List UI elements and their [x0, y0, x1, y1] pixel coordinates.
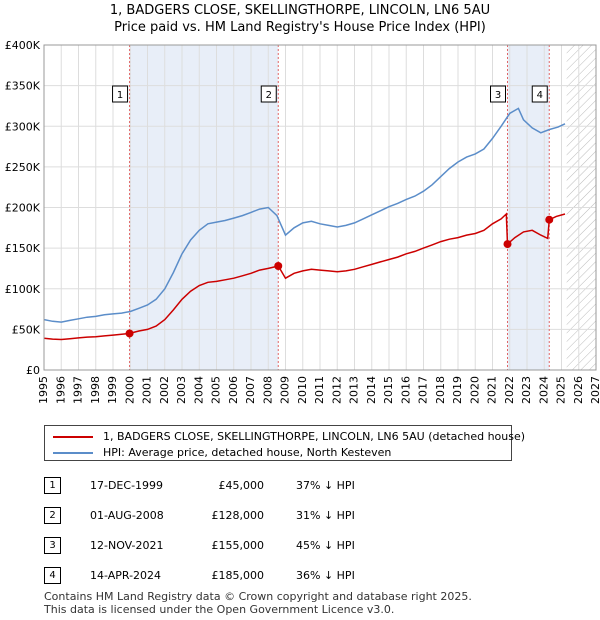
- x-tick-label: 2004: [192, 376, 205, 404]
- y-tick-label: £300K: [5, 120, 41, 133]
- sale-date: 14-APR-2024: [90, 569, 162, 582]
- x-tick-label: 2023: [520, 376, 533, 404]
- sale-number-badge: 2: [44, 507, 61, 524]
- plot-border: [43, 44, 597, 371]
- x-tick-label: 2010: [296, 376, 309, 404]
- sale-point: [503, 240, 512, 249]
- sale-marker-label: 2: [266, 90, 272, 101]
- y-tick-label: £100K: [5, 283, 41, 296]
- y-tick-label: £350K: [5, 80, 41, 93]
- y-tick-label: £0: [26, 364, 40, 377]
- x-tick-label: 2019: [451, 376, 464, 404]
- x-tick-label: 2018: [434, 376, 447, 404]
- x-tick-label: 2021: [486, 376, 499, 404]
- sale-row: 4 14-APR-2024 £185,000 36% ↓ HPI: [44, 567, 564, 587]
- y-tick-label: £250K: [5, 161, 41, 174]
- sale-number-badge: 3: [44, 537, 61, 554]
- x-tick-label: 2013: [348, 376, 361, 404]
- legend-label-hpi: HPI: Average price, detached house, Nort…: [103, 446, 392, 459]
- sale-hpi-diff: 36% ↓ HPI: [296, 569, 355, 582]
- footer-licence: This data is licensed under the Open Gov…: [44, 603, 395, 616]
- x-tick-label: 2011: [313, 376, 326, 404]
- sale-date: 12-NOV-2021: [90, 539, 164, 552]
- x-tick-label: 1996: [54, 376, 67, 404]
- sale-marker-box: [112, 85, 129, 103]
- sale-marker-box: [260, 85, 277, 103]
- x-tick-label: 1997: [72, 376, 85, 404]
- legend-swatch-property: [53, 436, 93, 438]
- x-tick-label: 2007: [244, 376, 257, 404]
- x-tick-label: 2026: [572, 376, 585, 404]
- series-line-property: [44, 212, 566, 341]
- x-tick-label: 2027: [589, 376, 600, 404]
- sale-price: £155,000: [211, 539, 265, 552]
- sale-marker-box: [490, 85, 507, 103]
- x-tick-label: 2016: [399, 376, 412, 404]
- x-tick-label: 2024: [537, 376, 550, 404]
- sale-hpi-diff: 37% ↓ HPI: [296, 479, 355, 492]
- sale-marker-label: 1: [117, 90, 123, 101]
- series-line-hpi: [44, 107, 566, 323]
- sale-marker-label: 3: [495, 90, 501, 101]
- x-tick-label: 1995: [37, 376, 50, 404]
- sale-price: £128,000: [211, 509, 265, 522]
- x-tick-label: 2008: [261, 376, 274, 404]
- x-tick-label: 2005: [210, 376, 223, 404]
- x-tick-label: 2014: [365, 376, 378, 404]
- sale-number-badge: 4: [44, 567, 61, 584]
- x-tick-label: 2015: [382, 376, 395, 404]
- footer: Contains HM Land Registry data © Crown c…: [44, 590, 472, 616]
- sale-price: £45,000: [218, 479, 265, 492]
- y-tick-label: £400K: [5, 39, 41, 52]
- x-tick-label: 2003: [175, 376, 188, 404]
- chart-title: 1, BADGERS CLOSE, SKELLINGTHORPE, LINCOL…: [0, 2, 600, 36]
- title-line-2: Price paid vs. HM Land Registry's House …: [114, 20, 486, 35]
- y-tick-label: £50K: [12, 323, 41, 336]
- sale-date: 17-DEC-1999: [90, 479, 164, 492]
- x-tick-label: 2012: [330, 376, 343, 404]
- sale-point: [545, 215, 554, 224]
- y-tick-label: £150K: [5, 242, 41, 255]
- x-tick-label: 2001: [141, 376, 154, 404]
- sale-marker-box: [531, 85, 548, 103]
- x-tick-label: 2009: [279, 376, 292, 404]
- legend: 1, BADGERS CLOSE, SKELLINGTHORPE, LINCOL…: [44, 425, 525, 461]
- sale-point: [274, 262, 283, 270]
- sale-row: 1 17-DEC-1999 £45,000 37% ↓ HPI: [44, 477, 564, 497]
- sale-date: 01-AUG-2008: [90, 509, 164, 522]
- sale-price: £185,000: [211, 569, 265, 582]
- sale-point: [125, 329, 134, 338]
- x-tick-label: 1999: [106, 376, 119, 404]
- title-line-1: 1, BADGERS CLOSE, SKELLINGTHORPE, LINCOL…: [109, 3, 491, 18]
- x-tick-label: 2020: [468, 376, 481, 404]
- x-tick-label: 2025: [555, 376, 568, 404]
- x-tick-label: 1998: [89, 376, 102, 404]
- sale-row: 3 12-NOV-2021 £155,000 45% ↓ HPI: [44, 537, 564, 557]
- footer-copyright: Contains HM Land Registry data © Crown c…: [44, 590, 472, 603]
- sale-hpi-diff: 45% ↓ HPI: [296, 539, 355, 552]
- sale-number-badge: 1: [44, 477, 61, 494]
- y-tick-label: £200K: [5, 202, 41, 215]
- x-tick-label: 2006: [227, 376, 240, 404]
- price-chart: 1 2 3 4 £0 £50K £100K £150K £200K £250K £300K £350K…: [5, 39, 600, 404]
- x-tick-label: 2000: [123, 376, 136, 404]
- sale-row: 2 01-AUG-2008 £128,000 31% ↓ HPI: [44, 507, 564, 527]
- legend-swatch-hpi: [53, 452, 93, 454]
- x-tick-label: 2017: [417, 376, 430, 404]
- legend-label-property: 1, BADGERS CLOSE, SKELLINGTHORPE, LINCOL…: [103, 430, 526, 443]
- sale-hpi-diff: 31% ↓ HPI: [296, 509, 355, 522]
- sale-marker-label: 4: [537, 90, 543, 101]
- x-tick-label: 2022: [503, 376, 516, 404]
- x-tick-label: 2002: [158, 376, 171, 404]
